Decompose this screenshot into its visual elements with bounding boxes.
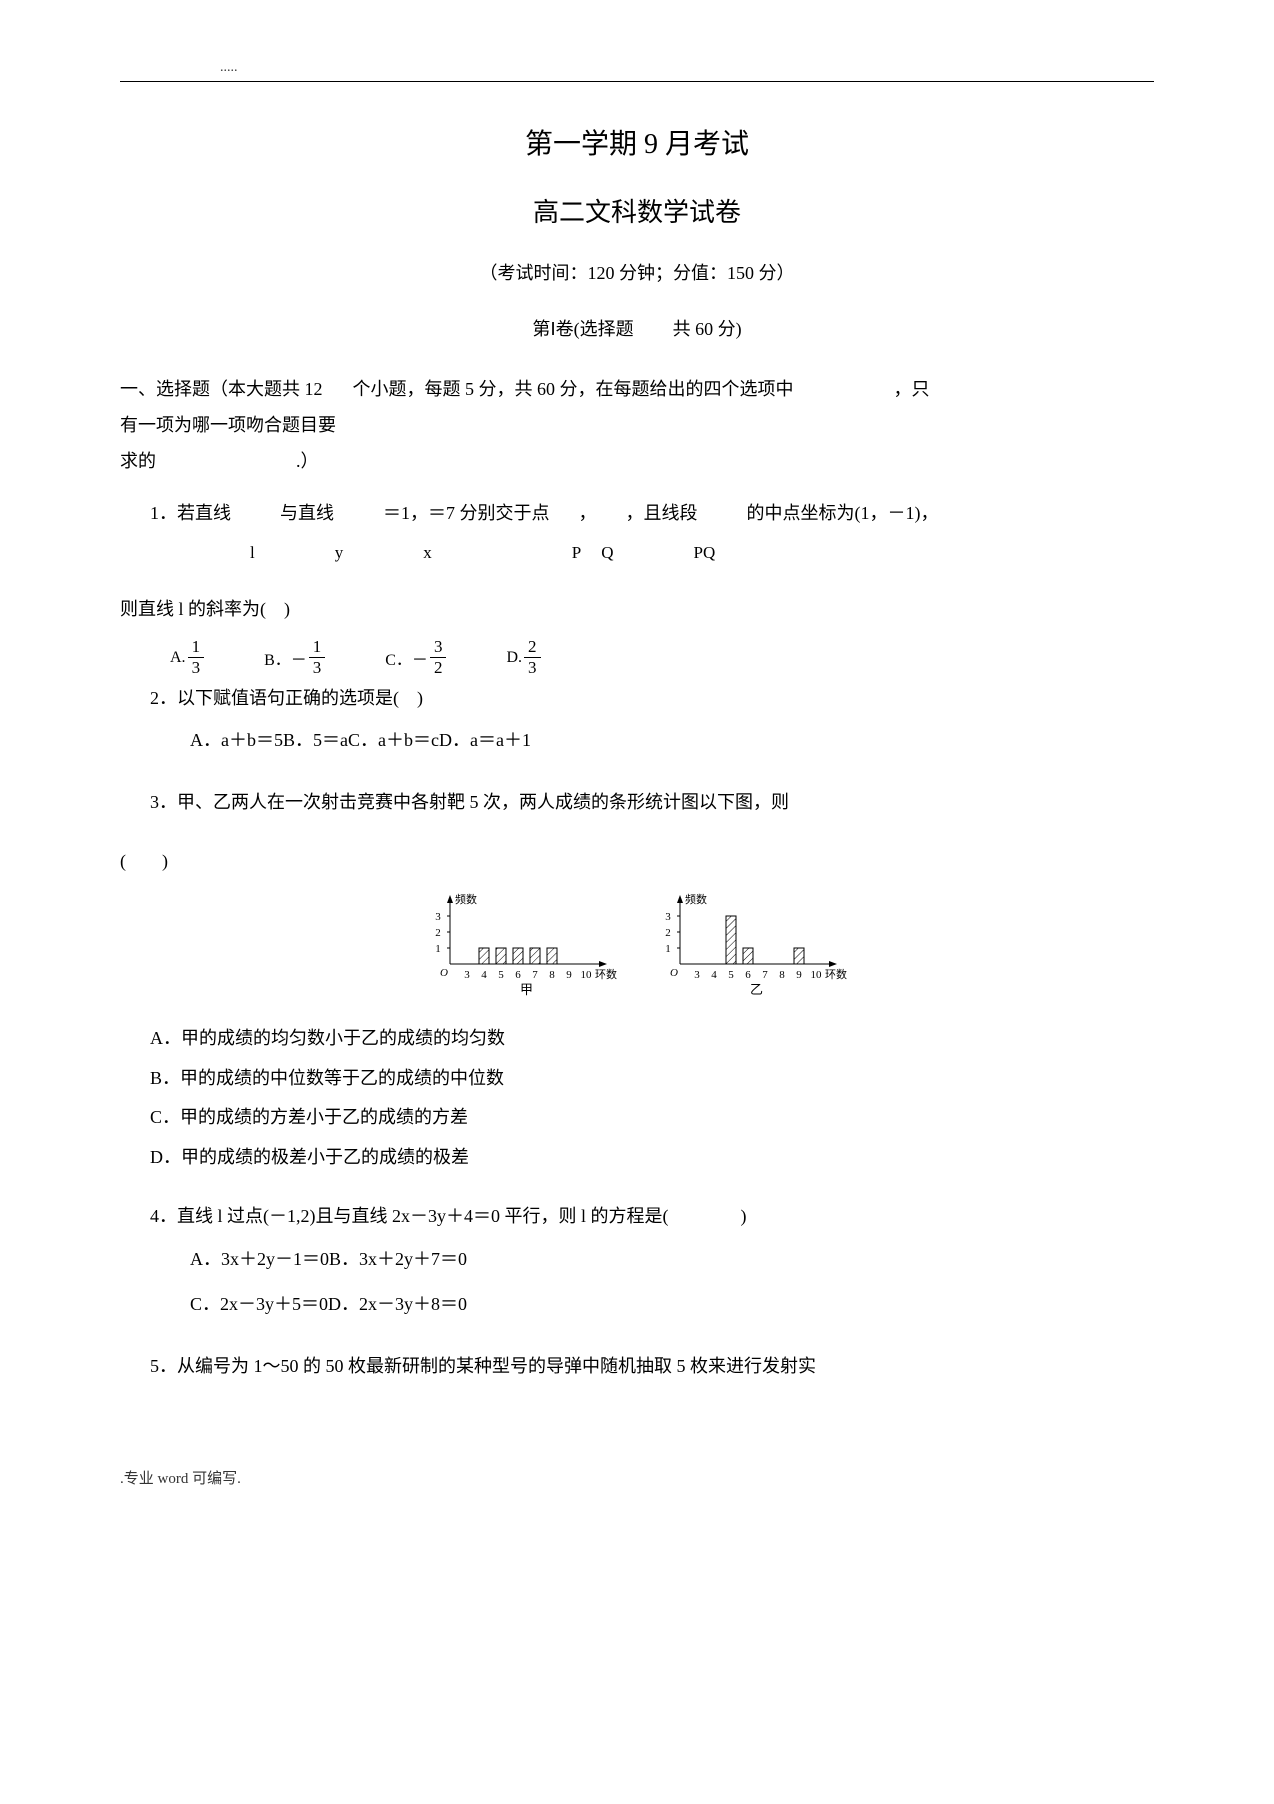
q1-opt-b-label: B．－ — [264, 646, 307, 670]
header-dots: ..... — [220, 60, 1154, 76]
q3-opt-c: C．甲的成绩的方差小于乙的成绩的方差 — [150, 1098, 1154, 1138]
svg-text:环数: 环数 — [825, 968, 847, 981]
svg-text:5: 5 — [728, 969, 734, 981]
svg-text:环数: 环数 — [595, 968, 617, 981]
q1-opt-c-num: 3 — [430, 637, 447, 658]
q4-opt-a: A．3x＋2y－1＝0B．3x＋2y＋7＝0 — [190, 1237, 1154, 1282]
question-5: 5．从编号为 1～50 的 50 枚最新研制的某种型号的导弹中随机抽取 5 枚来… — [150, 1347, 1154, 1387]
intro-l2-b: 求的 — [120, 443, 156, 479]
q1-r1-d: ， — [579, 503, 597, 523]
q3-opt-a: A．甲的成绩的均匀数小于乙的成绩的均匀数 — [150, 1019, 1154, 1059]
q1-r1-a: 1．若直线 — [150, 503, 231, 523]
q1-opt-a-label: A. — [170, 649, 186, 667]
q1-opt-d-label: D. — [506, 649, 522, 667]
svg-text:10: 10 — [811, 969, 823, 981]
svg-text:3: 3 — [435, 911, 441, 923]
section-header-a: 第Ⅰ卷(选择题 — [532, 319, 633, 339]
q1-r3: 则直线 l 的斜率为( ) — [120, 591, 1154, 627]
question-2: 2．以下赋值语句正确的选项是( ) A．a＋b＝5B．5＝aC．a＋b＝cD．a… — [150, 679, 1154, 764]
svg-text:7: 7 — [762, 969, 768, 981]
q1-r2-p: P — [572, 534, 581, 571]
q2-options: A．a＋b＝5B．5＝aC．a＋b＝cD．a＝a＋1 — [190, 718, 1154, 763]
svg-text:5: 5 — [498, 969, 504, 981]
q1-opt-c: C．－ 32 — [385, 637, 446, 679]
q3-paren: ( ) — [120, 843, 1154, 879]
question-1: 1．若直线 与直线 ＝1，＝7 分别交于点 ， ，且线段 的中点坐标为(1，－1… — [150, 494, 1154, 571]
svg-text:8: 8 — [549, 969, 555, 981]
chart-right: 频数123O345678910环数乙 — [652, 889, 852, 999]
q1-opt-d: D. 23 — [506, 637, 540, 679]
q1-opt-d-num: 2 — [524, 637, 541, 658]
q1-r2-pq: PQ — [693, 534, 715, 571]
q1-r2-y: y — [335, 534, 344, 571]
q1-opt-b-num: 1 — [309, 637, 326, 658]
q1-opt-a-num: 1 — [188, 637, 205, 658]
svg-text:7: 7 — [532, 969, 538, 981]
exam-info: （考试时间：120 分钟；分值：150 分） — [120, 259, 1154, 285]
intro-l1-b: 个小题，每题 5 分，共 60 分，在每题给出的四个选项中 — [353, 371, 794, 407]
svg-text:乙: 乙 — [750, 982, 763, 997]
svg-text:6: 6 — [515, 969, 521, 981]
svg-text:频数: 频数 — [455, 892, 477, 906]
svg-text:3: 3 — [694, 969, 700, 981]
q1-opt-c-label: C．－ — [385, 646, 428, 670]
svg-text:3: 3 — [464, 969, 470, 981]
intro-l1-c: ，只 — [894, 371, 930, 407]
svg-text:10: 10 — [581, 969, 593, 981]
section-header: 第Ⅰ卷(选择题 共 60 分) — [120, 315, 1154, 341]
q1-r2-l: l — [250, 534, 255, 571]
header-rule — [120, 81, 1154, 82]
section-header-b: 共 60 分) — [673, 319, 742, 339]
q1-opt-b-den: 3 — [309, 658, 326, 678]
svg-text:3: 3 — [665, 911, 671, 923]
svg-text:6: 6 — [745, 969, 751, 981]
q1-r1-f: 的中点坐标为(1，－1)， — [747, 503, 939, 523]
svg-text:O: O — [440, 967, 448, 979]
svg-text:2: 2 — [435, 927, 441, 939]
q4-opt-c: C．2x－3y＋5＝0D．2x－3y＋8＝0 — [190, 1282, 1154, 1327]
q2-text: 2．以下赋值语句正确的选项是( ) — [150, 679, 1154, 719]
svg-text:1: 1 — [435, 943, 441, 955]
q3-opt-b: B．甲的成绩的中位数等于乙的成绩的中位数 — [150, 1059, 1154, 1099]
svg-text:甲: 甲 — [520, 982, 533, 997]
chart-left: 频数123O345678910环数甲 — [422, 889, 622, 999]
svg-text:1: 1 — [665, 943, 671, 955]
q1-opt-b: B．－ 13 — [264, 637, 325, 679]
q1-opt-c-den: 2 — [430, 658, 447, 678]
q5-text: 5．从编号为 1～50 的 50 枚最新研制的某种型号的导弹中随机抽取 5 枚来… — [150, 1347, 1154, 1387]
svg-text:9: 9 — [566, 969, 572, 981]
svg-text:4: 4 — [711, 969, 717, 981]
svg-text:4: 4 — [481, 969, 487, 981]
doc-subtitle: 高二文科数学试卷 — [120, 192, 1154, 229]
q1-opt-a-den: 3 — [188, 658, 205, 678]
intro-l2-c: .） — [296, 443, 319, 479]
q1-opt-d-den: 3 — [524, 658, 541, 678]
svg-text:O: O — [670, 967, 678, 979]
q1-options: A. 13 B．－ 13 C．－ 32 D. 23 — [170, 637, 1154, 679]
q3-text: 3．甲、乙两人在一次射击竞赛中各射靶 5 次，两人成绩的条形统计图以下图，则 — [150, 783, 1154, 823]
svg-text:2: 2 — [665, 927, 671, 939]
q4-text: 4．直线 l 过点(－1,2)且与直线 2x－3y＋4＝0 平行，则 l 的方程… — [150, 1197, 1154, 1237]
question-4: 4．直线 l 过点(－1,2)且与直线 2x－3y＋4＝0 平行，则 l 的方程… — [150, 1197, 1154, 1327]
svg-text:8: 8 — [779, 969, 785, 981]
q3-options: A．甲的成绩的均匀数小于乙的成绩的均匀数 B．甲的成绩的中位数等于乙的成绩的中位… — [150, 1019, 1154, 1177]
q1-r2-q: Q — [601, 534, 613, 571]
intro-l2-a: 有一项为哪一项吻合题目要 — [120, 407, 1154, 443]
q1-opt-a: A. 13 — [170, 637, 204, 679]
q1-r2-x: x — [423, 534, 432, 571]
intro-l1-a: 一、选择题（本大题共 12 — [120, 371, 323, 407]
doc-title: 第一学期 9 月考试 — [120, 122, 1154, 162]
charts-container: 频数123O345678910环数甲 频数123O345678910环数乙 — [120, 889, 1154, 999]
q3-opt-d: D．甲的成绩的极差小于乙的成绩的极差 — [150, 1138, 1154, 1178]
q1-r1-b: 与直线 — [280, 503, 334, 523]
question-3: 3．甲、乙两人在一次射击竞赛中各射靶 5 次，两人成绩的条形统计图以下图，则 — [150, 783, 1154, 823]
section-intro: 一、选择题（本大题共 12 个小题，每题 5 分，共 60 分，在每题给出的四个… — [120, 371, 1154, 479]
q1-r1-c: ＝1，＝7 分别交于点 — [383, 503, 550, 523]
svg-text:9: 9 — [796, 969, 802, 981]
q1-r1-e: ，且线段 — [626, 503, 698, 523]
svg-text:频数: 频数 — [685, 892, 707, 906]
footer: .专业 word 可编写. — [120, 1467, 1154, 1488]
